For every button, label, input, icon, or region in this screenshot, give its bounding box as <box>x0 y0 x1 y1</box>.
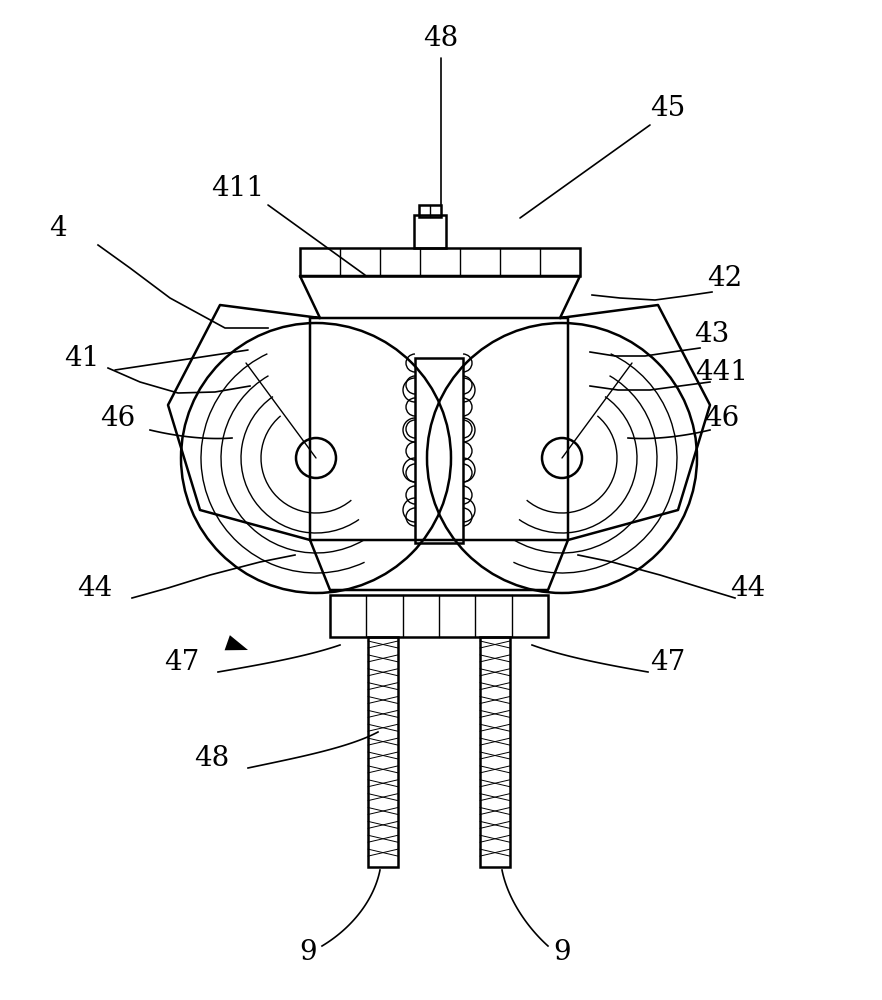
Bar <box>414 215 446 248</box>
Text: 41: 41 <box>64 344 100 371</box>
Text: 9: 9 <box>299 938 317 966</box>
Bar <box>368 637 398 867</box>
Text: 48: 48 <box>194 744 229 772</box>
Text: 48: 48 <box>423 24 459 51</box>
Text: 44: 44 <box>730 574 766 601</box>
Bar <box>330 595 548 637</box>
Text: 47: 47 <box>650 648 685 676</box>
Text: 9: 9 <box>553 938 571 966</box>
Text: 42: 42 <box>707 264 743 292</box>
Text: 43: 43 <box>694 322 729 349</box>
Text: 44: 44 <box>78 574 113 601</box>
Text: 45: 45 <box>650 95 685 121</box>
Text: 47: 47 <box>164 648 199 676</box>
Text: 441: 441 <box>696 359 749 385</box>
Text: 46: 46 <box>705 404 740 432</box>
Bar <box>419 205 441 217</box>
Text: 46: 46 <box>101 404 136 432</box>
Bar <box>480 637 510 867</box>
Polygon shape <box>225 635 248 650</box>
Bar <box>415 358 463 543</box>
Bar <box>300 248 580 276</box>
Text: 4: 4 <box>49 215 67 241</box>
Text: 411: 411 <box>212 174 265 202</box>
